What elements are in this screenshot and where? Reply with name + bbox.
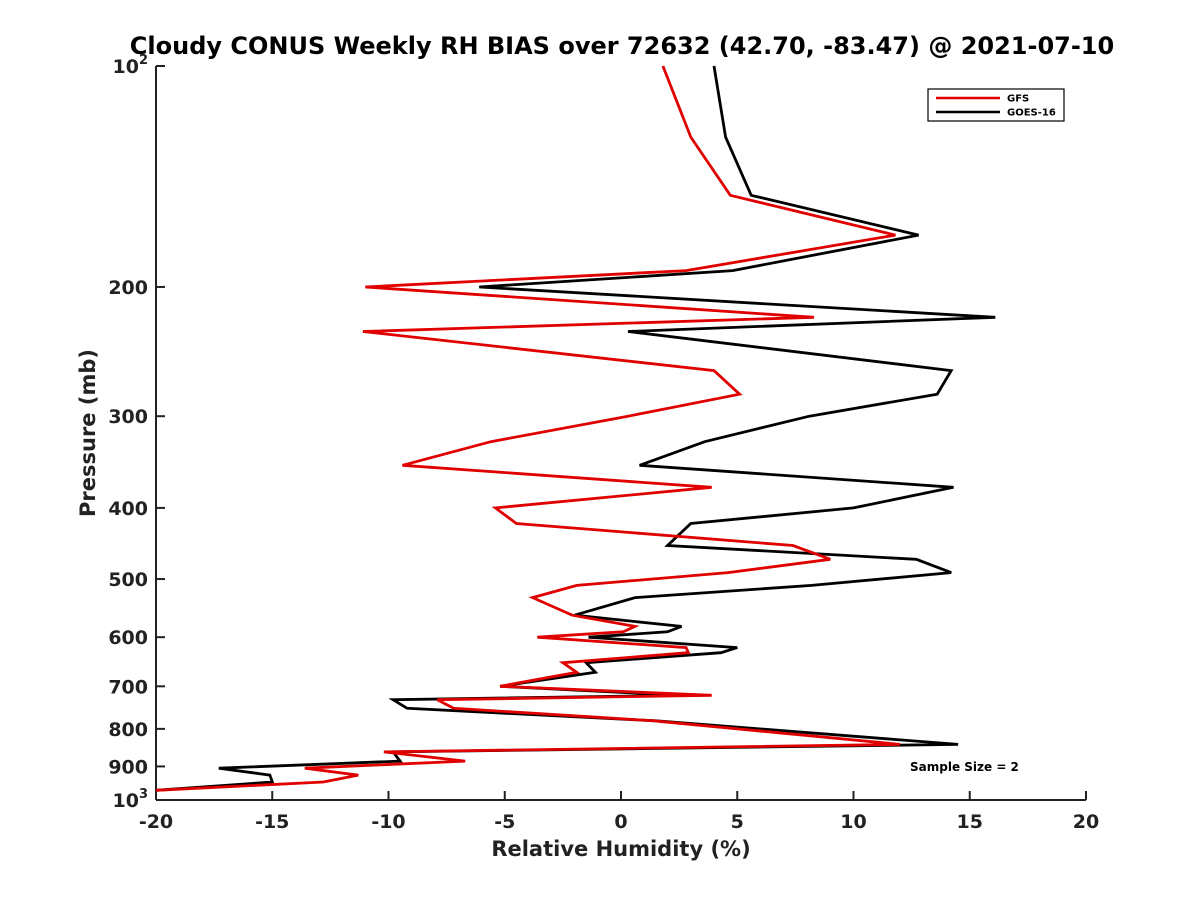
y-axis-label: Pressure (mb) bbox=[76, 349, 100, 517]
y-tick-label: 400 bbox=[108, 498, 148, 520]
x-tick-label: 15 bbox=[957, 811, 983, 833]
y-axis-ticks: 102 200 300 400 500 600 700 800 900 103 bbox=[108, 53, 165, 812]
chart-title: Cloudy CONUS Weekly RH BIAS over 72632 (… bbox=[130, 32, 1114, 60]
x-tick-label: -20 bbox=[139, 811, 173, 833]
x-tick-label: -10 bbox=[371, 811, 405, 833]
y-tick-label: 103 bbox=[113, 787, 149, 812]
y-tick-label: 500 bbox=[108, 569, 148, 591]
legend-box bbox=[927, 88, 1065, 122]
sample-size-annotation: Sample Size = 2 bbox=[910, 760, 1019, 774]
x-axis-ticks: -20 -15 -10 -5 0 5 10 15 20 bbox=[139, 791, 1099, 833]
series-layer bbox=[155, 65, 996, 792]
x-tick-label: 20 bbox=[1073, 811, 1099, 833]
x-tick-label: -15 bbox=[255, 811, 289, 833]
x-tick-label: 0 bbox=[614, 811, 627, 833]
x-tick-label: 5 bbox=[731, 811, 744, 833]
legend: GFS GOES-16 bbox=[927, 88, 1065, 122]
legend-label-gfs: GFS bbox=[1007, 94, 1029, 105]
x-axis-label: Relative Humidity (%) bbox=[491, 837, 750, 861]
x-tick-label: -5 bbox=[494, 811, 515, 833]
y-tick-label: 300 bbox=[108, 406, 148, 428]
y-tick-label: 700 bbox=[108, 676, 148, 698]
y-tick-label: 900 bbox=[108, 756, 148, 778]
plot-area bbox=[155, 66, 1086, 801]
y-tick-label: 800 bbox=[108, 719, 148, 741]
x-tick-label: 10 bbox=[840, 811, 866, 833]
y-tick-label: 600 bbox=[108, 627, 148, 649]
series-line-gfs bbox=[155, 65, 901, 792]
series-line-goes16 bbox=[155, 65, 996, 792]
y-tick-label: 102 bbox=[113, 53, 149, 78]
legend-label-goes16: GOES-16 bbox=[1007, 108, 1056, 119]
y-tick-label: 200 bbox=[108, 277, 148, 299]
